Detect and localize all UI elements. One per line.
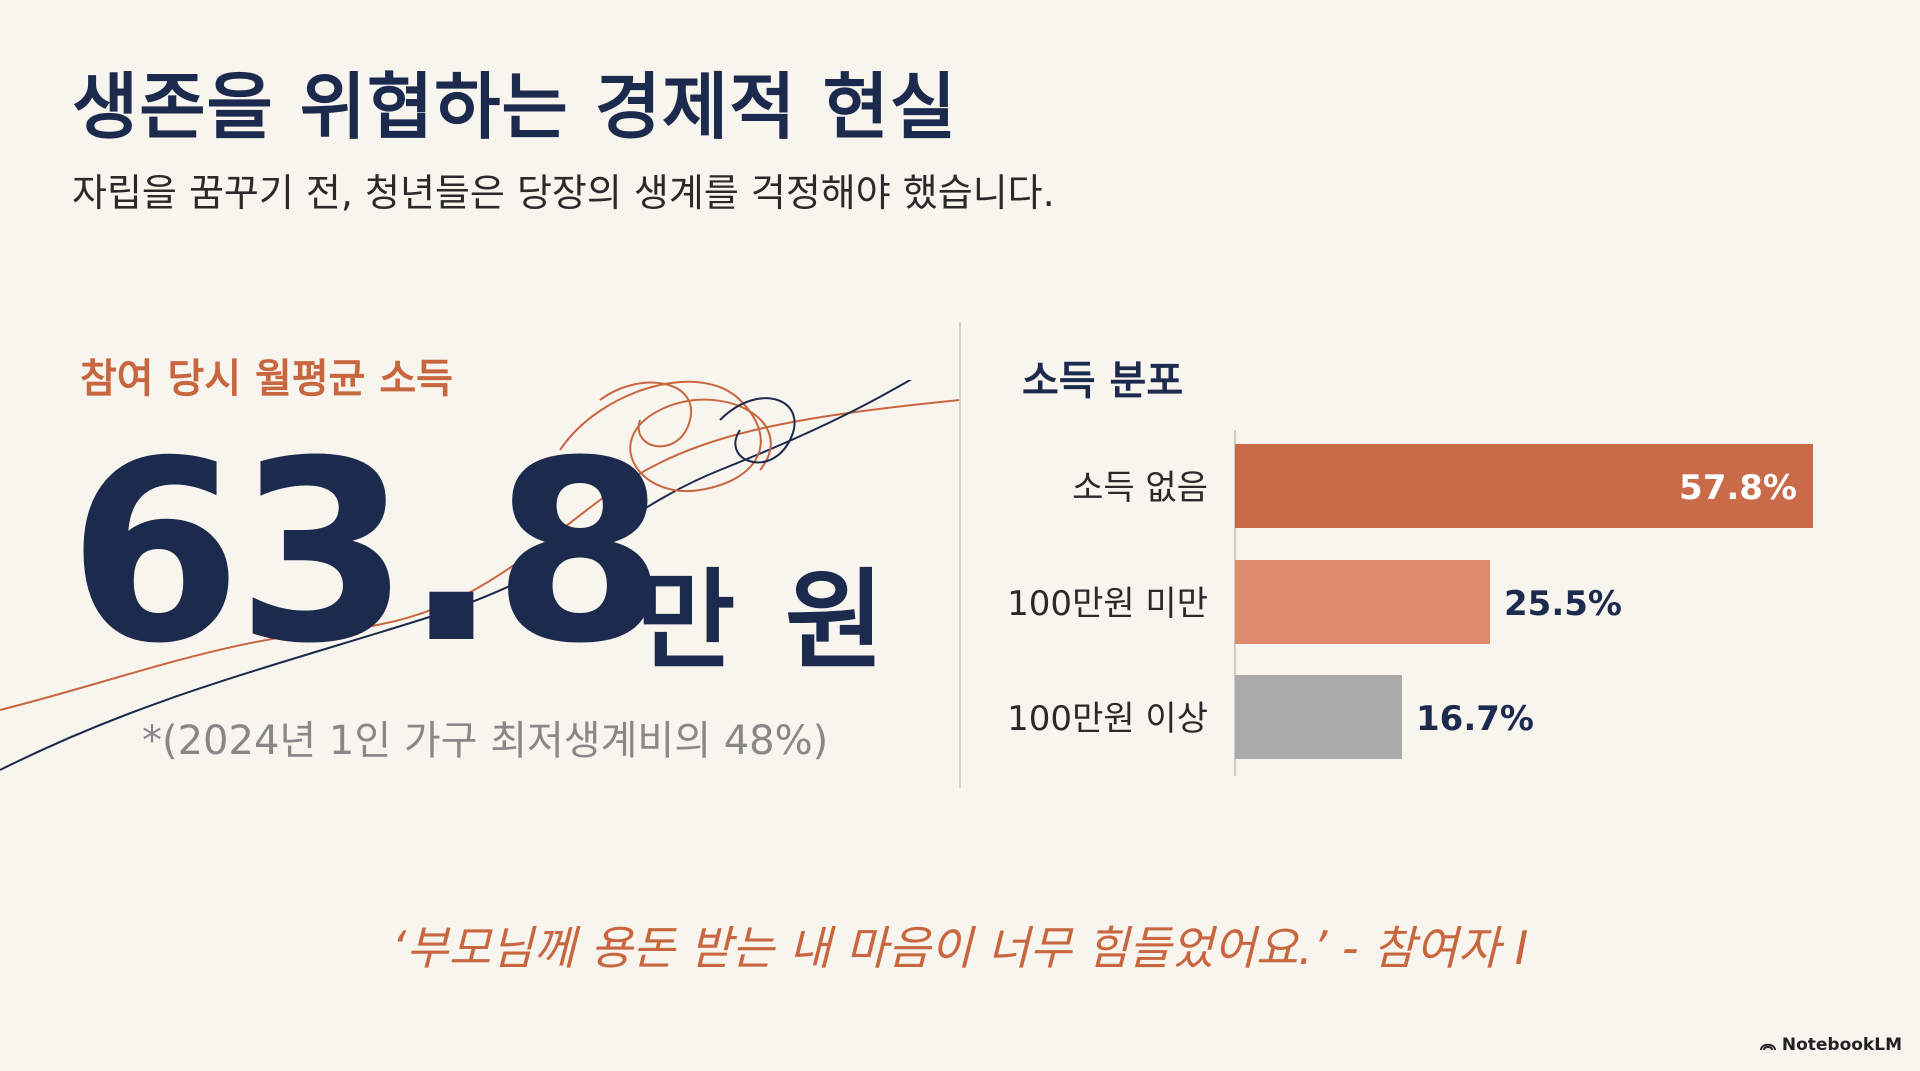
page-subtitle: 자립을 꿈꾸기 전, 청년들은 당장의 생계를 걱정해야 했습니다. xyxy=(72,171,1055,215)
chart-bar xyxy=(1235,675,1402,759)
chart-value-label: 16.7% xyxy=(1416,699,1534,739)
decorative-scribble xyxy=(0,380,960,771)
income-footnote: *(2024년 1인 가구 최저생계비의 48%) xyxy=(142,718,829,764)
chart-category-label: 100만원 이상 xyxy=(1007,699,1208,739)
chart-category-label: 100만원 미만 xyxy=(1007,584,1208,624)
income-label: 참여 당시 월평균 소득 xyxy=(80,356,453,402)
chart-category-label: 소득 없음 xyxy=(1072,468,1208,508)
chart-value-label: 57.8% xyxy=(1679,468,1797,508)
notebooklm-icon xyxy=(1759,1043,1776,1051)
chart-title: 소득 분포 xyxy=(1022,358,1184,404)
brand-logo: NotebookLM xyxy=(1759,1035,1902,1055)
participant-quote: ‘부모님께 용돈 받는 내 마음이 너무 힘들었어요.’ - 참여자 I xyxy=(391,921,1529,975)
panel-divider xyxy=(959,322,961,788)
chart-bar xyxy=(1235,444,1813,528)
chart-bar xyxy=(1235,560,1490,644)
chart-value-label: 25.5% xyxy=(1504,584,1622,624)
brand-name: NotebookLM xyxy=(1781,1035,1902,1055)
average-income-value: 63.8 xyxy=(68,407,667,698)
average-income-unit: 만 원 xyxy=(636,559,891,684)
page-title: 생존을 위협하는 경제적 현실 xyxy=(72,65,958,149)
